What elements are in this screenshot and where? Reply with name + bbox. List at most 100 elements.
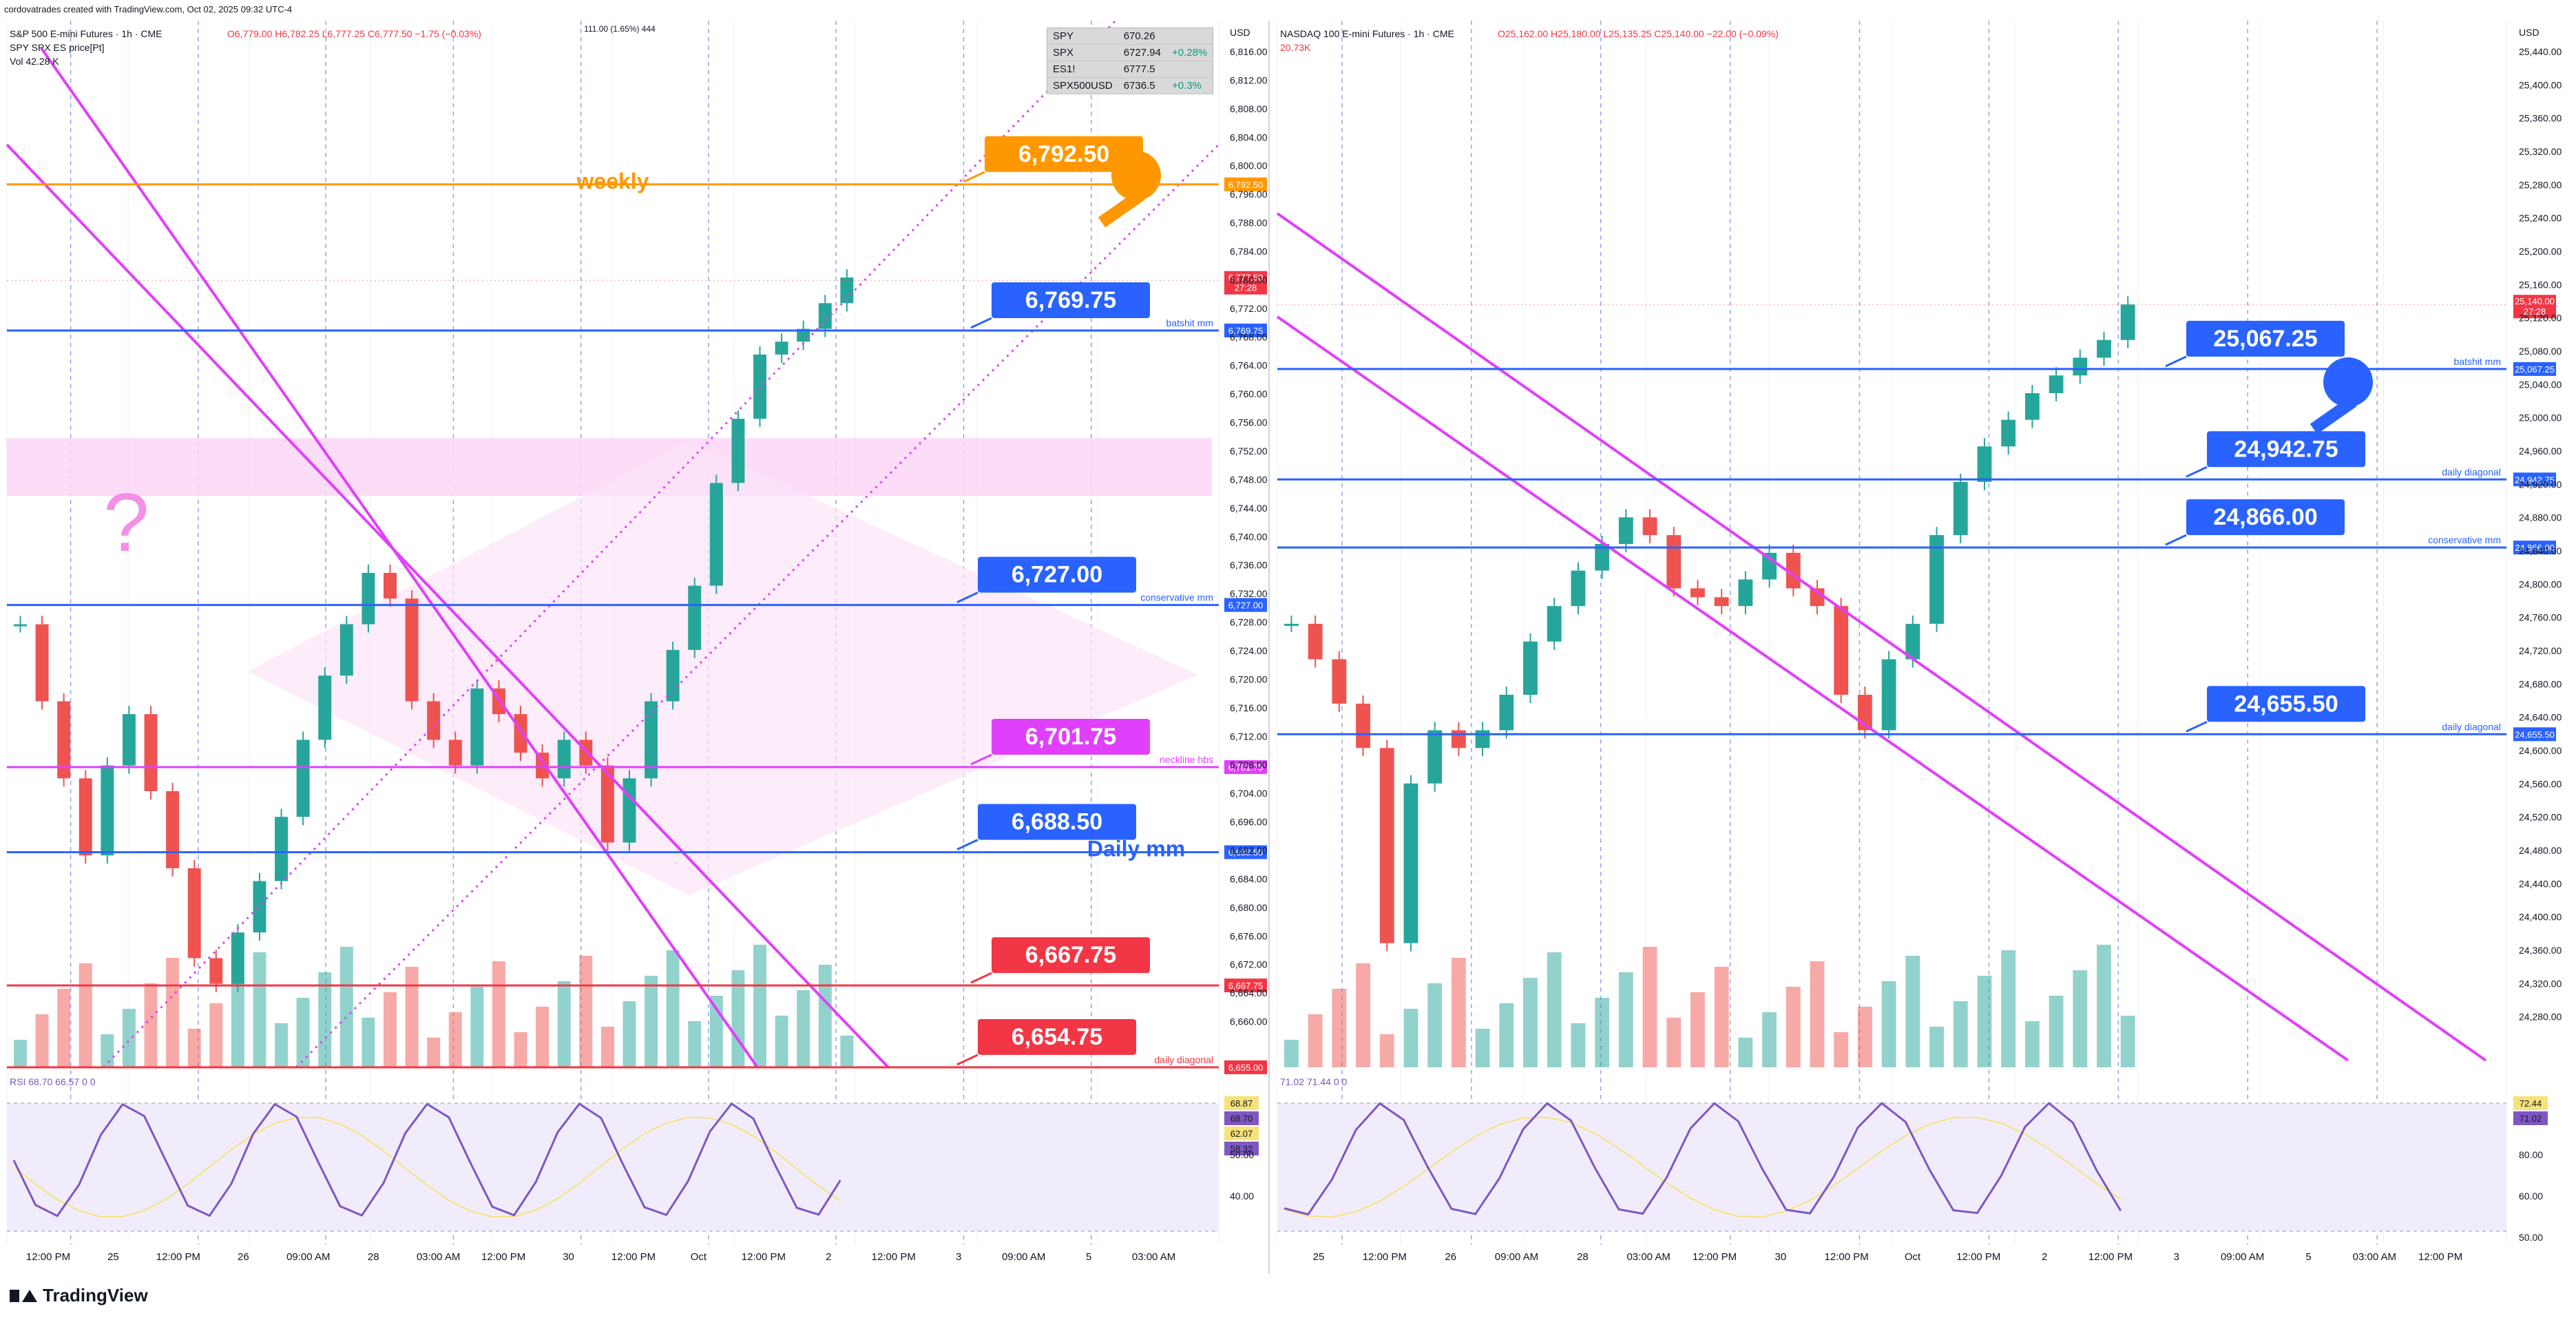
level-callout-pointer — [970, 753, 992, 766]
volume-bar — [818, 965, 832, 1067]
rsi-axis-tag — [1224, 1111, 1259, 1125]
level-tag: daily diagonal — [1154, 1054, 1213, 1065]
candle-body — [14, 624, 27, 627]
axis-price-tag-label: 6,792.50 — [1228, 180, 1264, 190]
volume-bar — [2073, 970, 2088, 1067]
volume-bar — [1977, 976, 1992, 1067]
axis-price-tag — [1224, 978, 1267, 993]
rsi-tick-label: 50.00 — [2519, 1232, 2543, 1243]
volume-bar — [492, 961, 505, 1067]
price-tick-label: 6,748.00 — [1230, 474, 1268, 485]
volume-bar — [2097, 945, 2111, 1067]
volume-bar — [1547, 952, 1562, 1067]
price-tick-label: 6,708.00 — [1230, 759, 1268, 771]
axis-price-tag-label: 6,727.00 — [1228, 600, 1264, 611]
candle-body — [448, 740, 462, 766]
candle-body — [2001, 419, 2016, 447]
trend-line — [40, 47, 759, 1069]
time-tick-label: 2 — [826, 1251, 831, 1263]
candle-body — [753, 354, 767, 419]
time-tick-label: Oct — [1905, 1251, 1921, 1263]
volume-bar — [1356, 963, 1370, 1067]
watchlist-row[interactable]: SPX500USD 6736.5 +0.3% — [1047, 77, 1213, 94]
volume-bar — [2120, 1016, 2135, 1067]
level-callout-label: 24,942.75 — [2234, 436, 2338, 462]
level-callout-label: 24,655.50 — [2234, 691, 2338, 717]
price-tick-label: 6,724.00 — [1230, 645, 1268, 656]
axis-price-tag-label: 6,655.00 — [1228, 1062, 1264, 1073]
volume-bar — [1475, 1029, 1490, 1067]
time-tick-label: 30 — [563, 1251, 574, 1263]
candle-body — [187, 868, 201, 958]
candle-body — [2097, 339, 2111, 358]
level-tag: conservative mm — [1140, 592, 1213, 603]
price-tick-label: 6,716.00 — [1230, 702, 1268, 713]
volume-bar — [1929, 1027, 1944, 1067]
header-line2: SPY SPX ES price[Pt] — [10, 42, 104, 53]
volume-bar — [35, 1014, 49, 1067]
volume-bar — [709, 996, 723, 1067]
symbol-title: S&P 500 E-mini Futures · 1h · CME — [10, 28, 162, 39]
axis-price-tag — [1224, 1060, 1267, 1074]
price-tick-label: 24,320.00 — [2519, 978, 2562, 989]
volume-bar — [57, 989, 71, 1067]
rsi-axis-tag — [1224, 1096, 1259, 1110]
time-tick-label: 09:00 AM — [286, 1251, 330, 1263]
price-tick-label: 25,120.00 — [2519, 313, 2562, 324]
axis-price-tag-label: 6,688.50 — [1228, 848, 1264, 858]
price-tick-label: 24,880.00 — [2519, 512, 2562, 523]
candle-body — [1834, 606, 1849, 695]
volume-bar — [688, 1021, 702, 1067]
volume-bar — [448, 1012, 462, 1067]
price-tick-label: 6,808.00 — [1230, 103, 1268, 114]
candle-body — [1666, 535, 1682, 589]
volume-bar — [579, 956, 593, 1067]
candle-body — [275, 817, 289, 881]
candle-body — [2049, 375, 2064, 394]
price-tick-label: 6,704.00 — [1230, 788, 1268, 799]
price-tick-label: 6,772.00 — [1230, 303, 1268, 314]
rsi-axis-tag-label: 68.87 — [1231, 1098, 1253, 1109]
level-callout-box — [2186, 320, 2345, 357]
volume-bar — [1953, 1001, 1968, 1067]
volume-legend: Vol 42.28 K — [10, 56, 59, 67]
brand-name: TradingView — [43, 1285, 148, 1306]
volume-bar — [514, 1032, 527, 1067]
last-price-tag — [2513, 295, 2556, 319]
rsi-line — [12, 1102, 841, 1217]
last-price-value: 6,777.50 — [1228, 273, 1264, 283]
question-mark-annotation: ? — [103, 476, 149, 569]
watchlist-row[interactable]: ES1! 6777.5 — [1047, 61, 1213, 78]
rsi-axis-tag — [2513, 1096, 2548, 1110]
level-callout-label: 6,667.75 — [1025, 942, 1116, 968]
candle-body — [709, 483, 723, 586]
volume-bar — [1666, 1018, 1682, 1067]
candle-body — [1332, 659, 1347, 704]
level-callout-label: 6,654.75 — [1012, 1024, 1102, 1050]
level-callout-box — [2186, 499, 2345, 536]
watchlist-widget[interactable]: SPY 670.26 SPX 6727.94 +0.28% ES1! 6777.5 SPX50… — [1047, 28, 1214, 94]
time-tick-label: 2 — [2042, 1251, 2047, 1263]
candle-body — [1786, 552, 1801, 589]
axis-price-tag — [1224, 177, 1267, 191]
watchlist-row[interactable]: SPY 670.26 — [1047, 28, 1213, 45]
volume-bar — [1523, 978, 1538, 1067]
time-tick-label: 03:00 AM — [1132, 1251, 1175, 1263]
candle-body — [122, 714, 136, 766]
rsi-ma-line — [13, 1116, 841, 1218]
volume-bar — [2001, 950, 2016, 1067]
time-tick-label: 12:00 PM — [1825, 1251, 1869, 1263]
candle-body — [1881, 659, 1896, 731]
time-tick-label: 12:00 PM — [872, 1251, 916, 1263]
price-tick-label: 6,692.00 — [1230, 845, 1268, 856]
rsi-axis-tag-label: 72.44 — [2520, 1098, 2542, 1109]
axis-price-tag-label: 24,655.50 — [2515, 729, 2555, 740]
level-callout-box — [2207, 686, 2365, 722]
rsi-band — [1277, 1103, 2506, 1231]
time-tick-label: 03:00 AM — [1626, 1251, 1670, 1263]
watchlist-row[interactable]: SPX 6727.94 +0.28% — [1047, 44, 1213, 61]
watchlist-value: 6727.94 — [1118, 44, 1166, 61]
candle-body — [78, 778, 92, 856]
tradingview-logo: TradingView — [10, 1285, 148, 1306]
